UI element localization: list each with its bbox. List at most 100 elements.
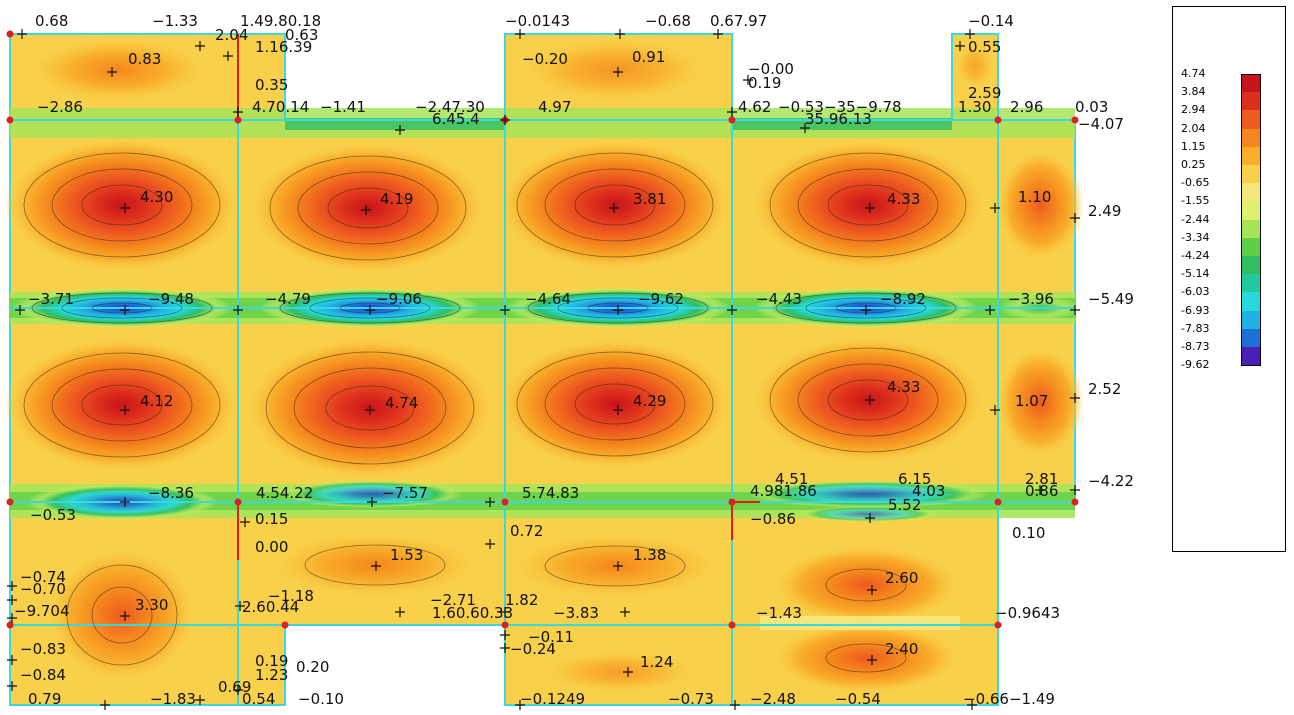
- value-label: −9.704: [14, 602, 70, 620]
- legend-swatch: [1241, 183, 1261, 202]
- node-crosshair: [500, 643, 510, 653]
- top-row-blobs: [23, 36, 995, 104]
- crosshair-markers: [7, 29, 1080, 710]
- value-label: 4.54.22: [256, 484, 313, 502]
- legend-level-label: -8.73: [1181, 340, 1210, 353]
- value-label: −3.96: [1008, 290, 1054, 308]
- value-label: 0.19: [748, 74, 781, 92]
- value-label: −8.36: [148, 484, 194, 502]
- legend-level-label: -2.44: [1181, 212, 1210, 226]
- legend-swatch: [1241, 128, 1261, 148]
- legend-level-label: -6.03: [1181, 285, 1210, 299]
- color-legend: 4.74 3.84 2.94 2.04 1.15 0.25 -0.65 -1.55 -2.44 -…: [1172, 6, 1286, 552]
- node-crosshair: [613, 405, 623, 415]
- value-label: −2.86: [37, 98, 83, 116]
- node-crosshair: [365, 405, 375, 415]
- value-label: 4.30: [140, 188, 173, 206]
- node-crosshair: [515, 700, 525, 710]
- node-crosshair: [865, 513, 875, 523]
- value-label: 0.03: [1075, 98, 1108, 116]
- value-label: −2.71: [430, 591, 476, 609]
- value-label: −0.11: [528, 628, 574, 646]
- node-crosshair: [865, 395, 875, 405]
- value-label: −4.64: [525, 290, 571, 308]
- value-label: 3.81: [633, 190, 666, 208]
- legend-level-label: -9.62: [1181, 358, 1210, 372]
- value-label: 2.60.44: [242, 598, 299, 616]
- value-label: 0.83: [128, 50, 161, 68]
- value-label: 0.68: [35, 12, 68, 30]
- legend-swatch: [1241, 310, 1261, 330]
- value-label: 1.53: [390, 546, 423, 564]
- value-label: 1.49.80.18: [240, 12, 321, 30]
- legend-level-label: 0.25: [1181, 158, 1206, 171]
- node-crosshair: [500, 630, 510, 640]
- node-crosshair: [371, 561, 381, 571]
- value-label: 0.79: [28, 690, 61, 708]
- value-label: 4.70.14: [252, 98, 309, 116]
- value-label: 6.15: [898, 470, 931, 488]
- value-label: 4.51: [775, 470, 808, 488]
- value-label: −9.06: [376, 290, 422, 308]
- value-label: 3.30: [135, 596, 168, 614]
- node-crosshair: [223, 51, 233, 61]
- node-crosshair: [120, 305, 130, 315]
- node-crosshair: [485, 497, 495, 507]
- node-crosshair: [990, 405, 1000, 415]
- node-crosshair: [120, 405, 130, 415]
- node-crosshair: [990, 203, 1000, 213]
- value-label: −1.43: [756, 604, 802, 622]
- value-label: 0.10: [1012, 524, 1045, 542]
- node-crosshair: [861, 305, 871, 315]
- value-label: 2.60: [885, 569, 918, 587]
- value-label: 1.60.60.33: [432, 604, 513, 622]
- node-crosshair: [613, 561, 623, 571]
- value-label: 4.29: [633, 392, 666, 410]
- value-label: −0.70: [20, 580, 66, 598]
- value-label: 0.86: [1025, 482, 1058, 500]
- value-label: 1.38: [633, 546, 666, 564]
- legend-level-label: 2.94: [1181, 103, 1206, 117]
- legend-level-label: -4.24: [1181, 249, 1210, 262]
- node-crosshair: [515, 29, 525, 39]
- value-label: −2.47.30: [415, 98, 485, 116]
- value-label: 2.96: [1010, 98, 1043, 116]
- value-label: 0.67.97: [710, 12, 767, 30]
- value-label: 0.19: [255, 652, 288, 670]
- value-label: −1.41: [320, 98, 366, 116]
- node-crosshair: [233, 685, 243, 695]
- node-crosshair: [967, 700, 977, 710]
- node-crosshair: [7, 581, 17, 591]
- value-label: −0.53: [30, 506, 76, 524]
- bottom-blobs: [47, 531, 961, 694]
- node-crosshair: [1070, 485, 1080, 495]
- legend-swatch: [1241, 256, 1261, 275]
- node-crosshair: [7, 681, 17, 691]
- value-label: −0.66−1.49: [963, 690, 1055, 708]
- value-label: −0.68: [645, 12, 691, 30]
- node-crosshair: [800, 123, 810, 133]
- value-label: −0.14: [968, 12, 1014, 30]
- value-label: −0.9643: [995, 604, 1060, 622]
- value-label: 5.52: [888, 496, 921, 514]
- contour-lines: [23, 152, 967, 673]
- value-label: −9.48: [148, 290, 194, 308]
- node-crosshair: [107, 67, 117, 77]
- node-crosshair: [613, 305, 623, 315]
- value-label: 2.04: [215, 26, 248, 44]
- legend-level-label: 4.74: [1181, 67, 1206, 80]
- value-label: 5.74.83: [522, 484, 579, 502]
- legend-swatch: [1241, 274, 1261, 293]
- value-label: 0.72: [510, 522, 543, 540]
- value-label: −0.1249: [520, 690, 585, 708]
- value-label: −9.62: [638, 290, 684, 308]
- node-crosshair: [361, 205, 371, 215]
- node-crosshair: [7, 613, 17, 623]
- legend-level-label: 2.04: [1181, 121, 1206, 135]
- value-label: 2.59: [968, 84, 1001, 102]
- node-crosshair: [7, 595, 17, 605]
- value-label: 6.45.4: [432, 110, 480, 128]
- node-crosshair: [615, 29, 625, 39]
- legend-level-label: -5.14: [1181, 267, 1210, 281]
- value-label: −4.43: [756, 290, 802, 308]
